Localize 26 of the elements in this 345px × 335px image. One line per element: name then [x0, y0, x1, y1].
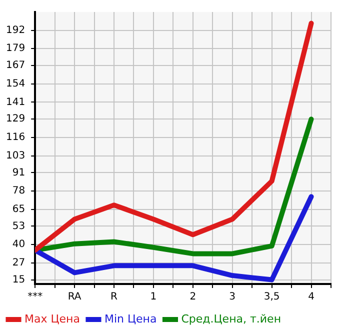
y-tick-label: 65 [12, 204, 26, 215]
legend-label: Min Цена [104, 312, 157, 326]
y-tick-label: 27 [12, 257, 26, 268]
y-tick-label: 129 [6, 114, 26, 125]
x-tick-label: 3 [229, 292, 236, 303]
y-tick-label: 192 [6, 24, 26, 36]
y-tick-label: 103 [6, 150, 26, 162]
x-tick-label: R [110, 292, 118, 303]
x-tick-label: 1 [150, 292, 157, 303]
y-tick-label: 78 [12, 186, 26, 197]
y-tick-label: 15 [12, 274, 26, 286]
x-tick-label: 2 [190, 292, 196, 303]
x-tick-label: RA [68, 292, 82, 303]
y-tick-label: 167 [6, 60, 26, 72]
y-tick-label: 116 [6, 132, 26, 144]
y-tick-label: 154 [6, 78, 26, 90]
legend-label: Сред.Цена, т.йен [181, 312, 282, 326]
x-tick-label: 4 [308, 292, 314, 303]
legend-label: Max Цена [24, 312, 80, 326]
y-tick-label: 141 [6, 96, 26, 108]
y-tick-label: 53 [12, 220, 26, 232]
y-tick-label: 91 [12, 167, 26, 178]
y-tick-label: 40 [12, 239, 26, 250]
y-tick-label: 179 [6, 43, 26, 54]
x-tick-label: 3,5 [264, 292, 280, 303]
x-tick-label: *** [28, 292, 43, 303]
